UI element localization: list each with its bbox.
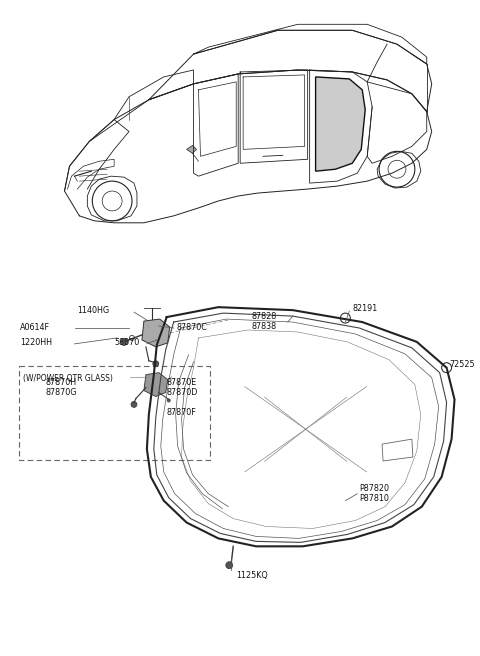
Text: P87820: P87820: [359, 484, 389, 493]
Text: (W/POWER QTR GLASS): (W/POWER QTR GLASS): [23, 374, 113, 382]
Text: 87870G: 87870G: [46, 388, 77, 397]
Circle shape: [131, 401, 137, 407]
Bar: [19, 366, 210, 460]
Circle shape: [120, 338, 128, 345]
Text: 82191: 82191: [352, 304, 378, 313]
Circle shape: [153, 361, 159, 367]
Text: 87870F: 87870F: [167, 408, 196, 417]
Text: 58070: 58070: [114, 338, 139, 348]
Polygon shape: [187, 146, 196, 154]
Text: 1140HG: 1140HG: [77, 306, 109, 315]
Polygon shape: [142, 319, 170, 347]
Circle shape: [167, 398, 171, 402]
Text: 87870H: 87870H: [46, 378, 77, 387]
Text: 87838: 87838: [251, 321, 276, 331]
Polygon shape: [144, 373, 168, 396]
Circle shape: [130, 335, 134, 340]
Text: 87828: 87828: [251, 312, 276, 321]
Text: A0614F: A0614F: [20, 323, 50, 333]
Text: 87870D: 87870D: [167, 388, 198, 397]
Polygon shape: [315, 77, 365, 171]
Text: P87810: P87810: [359, 494, 389, 503]
Text: 87870C: 87870C: [177, 323, 207, 333]
Text: 1220HH: 1220HH: [20, 338, 52, 348]
Text: 87870E: 87870E: [167, 378, 197, 387]
Text: 1125KQ: 1125KQ: [236, 571, 268, 580]
Text: 72525: 72525: [450, 360, 475, 369]
Circle shape: [226, 562, 233, 569]
